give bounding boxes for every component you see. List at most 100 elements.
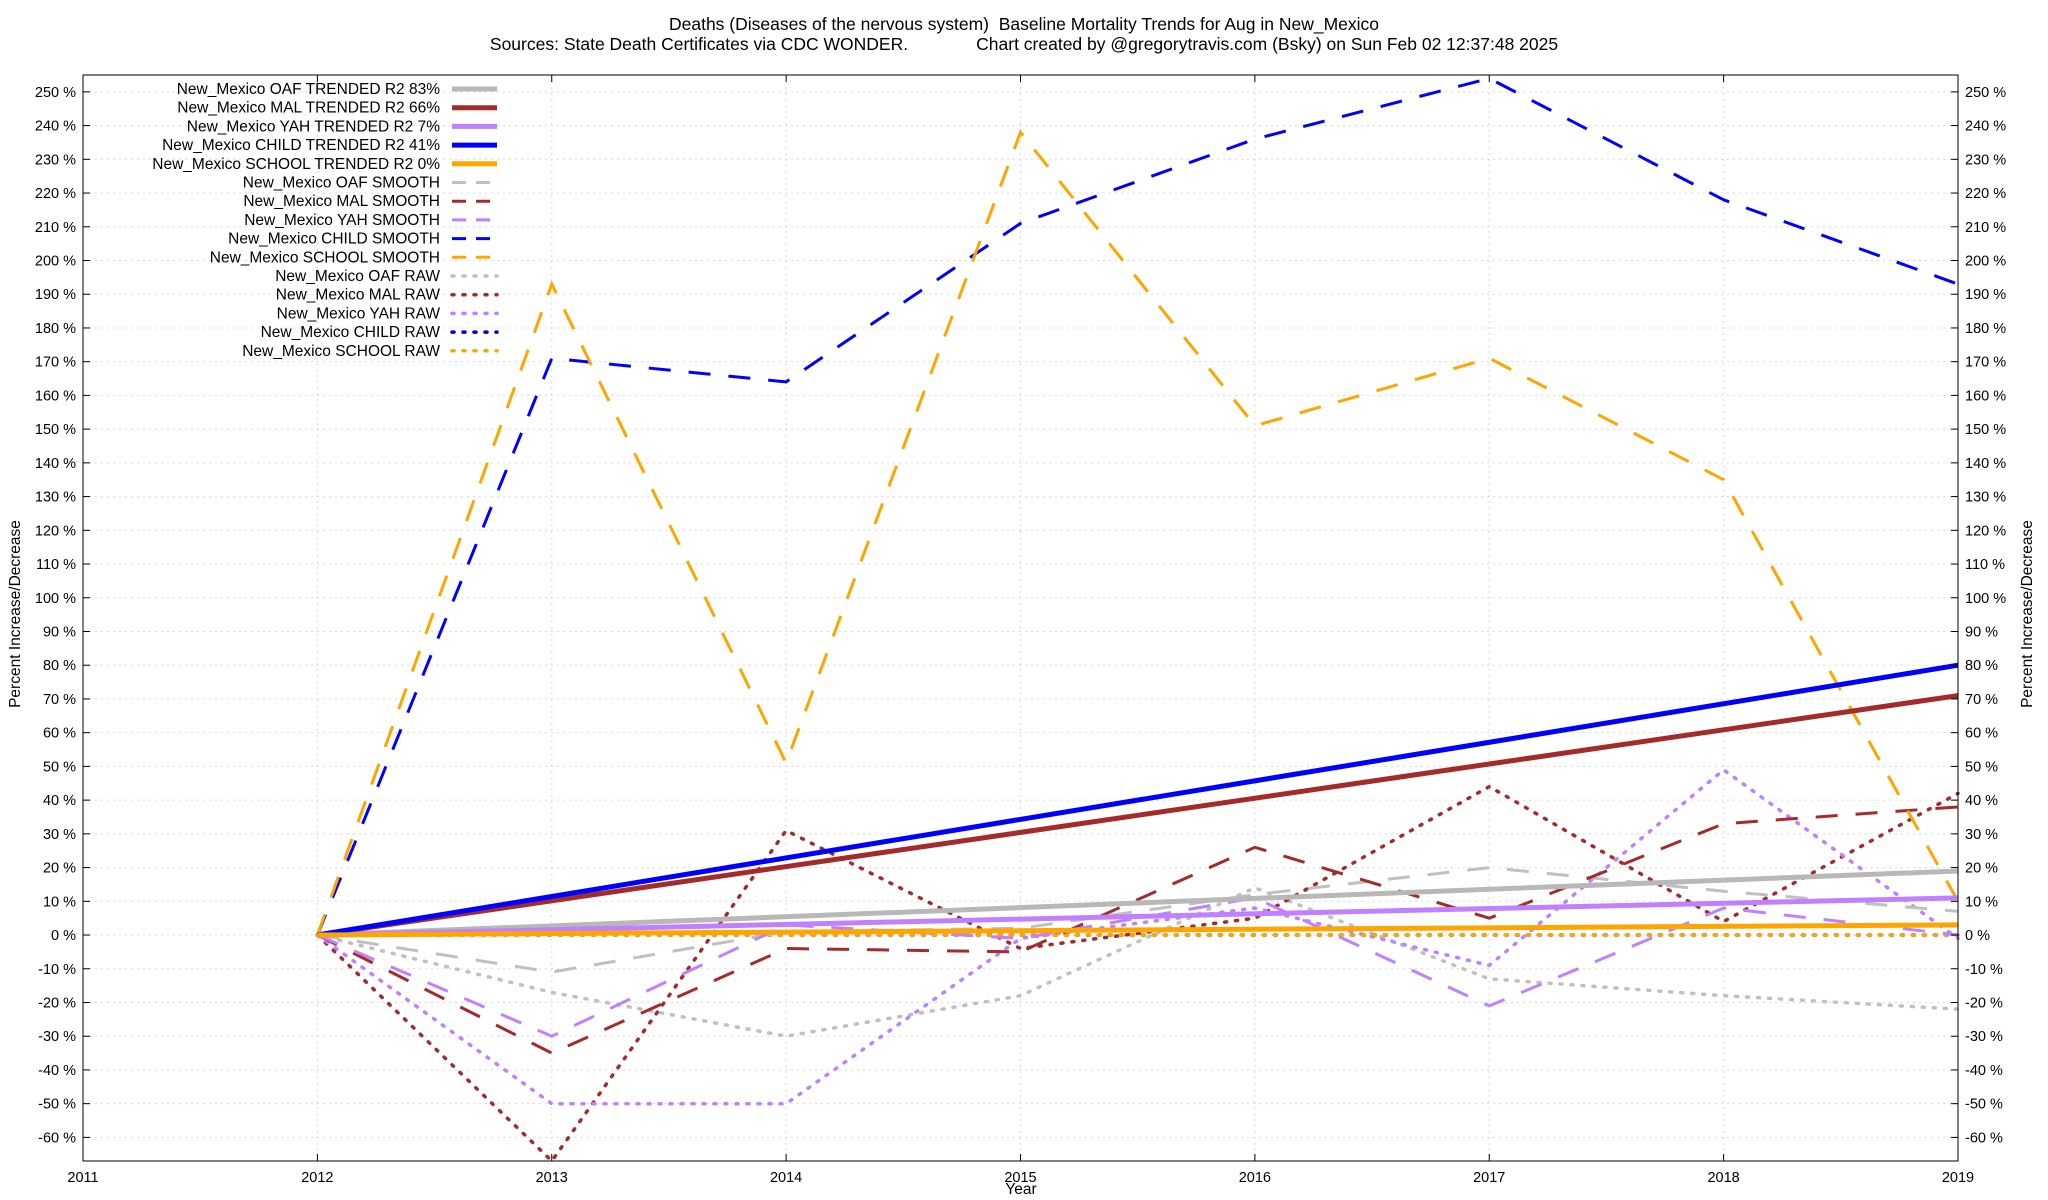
y-tick-label: -40 %: [38, 1063, 76, 1079]
y-tick-label: 90 %: [43, 624, 76, 640]
y-tick-label: 60 %: [43, 726, 76, 742]
y2-tick-label: 140 %: [1965, 456, 2006, 472]
series-layer: [315, 76, 1960, 1164]
y-tick-label: -60 %: [38, 1130, 76, 1146]
plot-border: [82, 74, 1959, 1162]
legend-label: New_Mexico MAL TRENDED R2 66%: [177, 100, 440, 117]
y2-tick-label: 70 %: [1965, 692, 1998, 708]
series-line-oaf-trended: [317, 868, 1959, 938]
x-tick-label: 2013: [536, 1170, 568, 1186]
axes: -60 % -60 % -50 % -50 % -40 % -40 % -30 % -30 %…: [35, 74, 2006, 1186]
y-tick-label: -10 %: [38, 962, 76, 978]
y-tick-label: 50 %: [43, 759, 76, 775]
y2-tick-label: 210 %: [1965, 220, 2006, 236]
legend-label: New_Mexico MAL RAW: [276, 287, 441, 304]
series-line-child-smooth: [316, 76, 1959, 936]
y-tick-label: 180 %: [35, 321, 76, 337]
y-tick-label: 160 %: [35, 388, 76, 404]
legend-label: New_Mexico SCHOOL RAW: [242, 343, 440, 360]
legend: New_Mexico OAF TRENDED R2 83% New_Mexico …: [152, 81, 499, 360]
y-tick-label: -50 %: [38, 1097, 76, 1113]
y2-tick-label: -50 %: [1965, 1097, 2003, 1113]
y2-tick-label: 80 %: [1965, 658, 1998, 674]
y2-tick-label: 20 %: [1965, 861, 1998, 877]
series-line-mal-raw: [315, 784, 1960, 1164]
chart-title: Deaths (Diseases of the nervous system) …: [668, 14, 1380, 34]
y2-tick-label: 130 %: [1965, 490, 2006, 506]
y2-tick-label: 230 %: [1965, 152, 2006, 168]
y-tick-label: 190 %: [35, 287, 76, 303]
y-tick-label: 70 %: [43, 692, 76, 708]
legend-label: New_Mexico OAF RAW: [275, 268, 440, 285]
y2-tick-label: -30 %: [1965, 1029, 2003, 1045]
y2-tick-label: -20 %: [1965, 995, 2003, 1011]
y-tick-label: 140 %: [35, 456, 76, 472]
x-tick-label: 2017: [1473, 1170, 1505, 1186]
y2-tick-label: 110 %: [1965, 557, 2005, 573]
x-tick-label: 2011: [67, 1170, 98, 1186]
series-line-oaf-raw: [315, 885, 1960, 1038]
legend-label: New_Mexico SCHOOL SMOOTH: [210, 249, 440, 266]
y2-tick-label: 10 %: [1965, 894, 1998, 910]
y2-tick-label: 0 %: [1965, 928, 1990, 944]
y2-tick-label: 100 %: [1965, 591, 2006, 607]
legend-label: New_Mexico SCHOOL TRENDED R2 0%: [152, 156, 440, 173]
y-tick-label: 110 %: [36, 557, 76, 573]
x-tick-label: 2018: [1707, 1170, 1739, 1186]
y-tick-label: 0 %: [51, 928, 76, 944]
y2-tick-label: 40 %: [1965, 793, 1998, 809]
y-tick-label: -30 %: [38, 1029, 76, 1045]
y-tick-label: 170 %: [35, 355, 76, 371]
x-tick-label: 2016: [1239, 1170, 1271, 1186]
x-tick-label: 2019: [1942, 1170, 1974, 1186]
y2-tick-label: -60 %: [1965, 1130, 2003, 1146]
y-tick-label: 20 %: [43, 861, 76, 877]
y-tick-label: 230 %: [35, 152, 76, 168]
x-tick-label: 2012: [301, 1170, 333, 1186]
y-tick-label: 40 %: [43, 793, 76, 809]
y2-tick-label: 170 %: [1965, 355, 2006, 371]
y2-tick-label: 200 %: [1965, 253, 2006, 269]
legend-label: New_Mexico YAH TRENDED R2 7%: [187, 118, 440, 135]
series-line-oaf-smooth: [317, 866, 1959, 974]
y2-tick-label: 160 %: [1965, 388, 2006, 404]
y2-axis-label: Percent Increase/Decrease: [2019, 520, 2036, 708]
y2-tick-label: 50 %: [1965, 759, 1998, 775]
series-line-child-trended: [316, 662, 1959, 938]
y-tick-label: 250 %: [35, 85, 76, 101]
y-tick-label: -20 %: [38, 995, 76, 1011]
y-tick-label: 210 %: [35, 220, 76, 236]
y2-tick-label: 30 %: [1965, 827, 1998, 843]
y2-tick-label: 240 %: [1965, 119, 2006, 135]
y-tick-label: 80 %: [43, 658, 76, 674]
legend-label: New_Mexico YAH SMOOTH: [244, 212, 440, 229]
y2-tick-label: 190 %: [1965, 287, 2006, 303]
y-tick-label: 120 %: [35, 523, 76, 539]
series-line-yah-raw: [315, 767, 1960, 1106]
y-tick-label: 150 %: [35, 422, 76, 438]
x-axis-label: Year: [1005, 1181, 1036, 1198]
y2-tick-label: 60 %: [1965, 726, 1998, 742]
legend-label: New_Mexico CHILD TRENDED R2 41%: [162, 137, 440, 154]
series-line-mal-trended: [317, 693, 1959, 938]
series-line-yah-trended: [317, 895, 1959, 938]
legend-label: New_Mexico YAH RAW: [277, 305, 441, 322]
legend-label: New_Mexico OAF SMOOTH: [243, 175, 440, 192]
y-tick-label: 200 %: [35, 253, 76, 269]
y-axis-label: Percent Increase/Decrease: [7, 520, 24, 708]
legend-label: New_Mexico CHILD SMOOTH: [228, 231, 440, 248]
y-tick-label: 30 %: [43, 827, 76, 843]
y-tick-label: 100 %: [35, 591, 76, 607]
legend-label: New_Mexico MAL SMOOTH: [243, 193, 440, 210]
series-line-school-trended: [317, 922, 1959, 938]
y-tick-label: 130 %: [35, 490, 76, 506]
y2-tick-label: -40 %: [1965, 1063, 2003, 1079]
y2-tick-label: 220 %: [1965, 186, 2006, 202]
legend-label: New_Mexico OAF TRENDED R2 83%: [177, 81, 441, 98]
y2-tick-label: 150 %: [1965, 422, 2006, 438]
y-tick-label: 240 %: [35, 119, 76, 135]
y-tick-label: 220 %: [35, 186, 76, 202]
legend-label: New_Mexico CHILD RAW: [261, 324, 441, 341]
y2-tick-label: 180 %: [1965, 321, 2006, 337]
